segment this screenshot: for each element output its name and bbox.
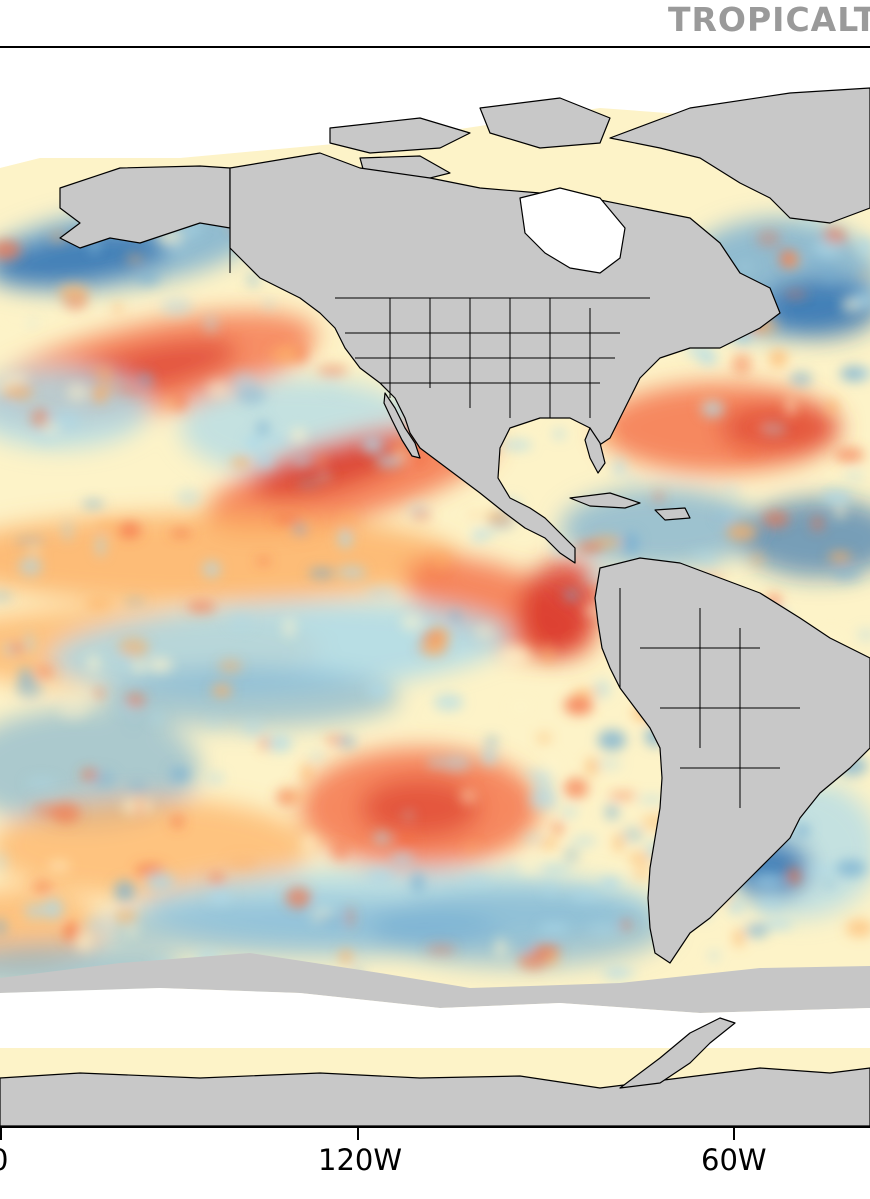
map-frame-bottom [0, 1126, 870, 1128]
x-tick-120w [357, 1128, 359, 1140]
south-america [594, 557, 870, 964]
antarctic-peninsula [619, 1017, 736, 1089]
x-tick-label-60w: 60W [701, 1143, 767, 1177]
hispaniola [654, 507, 691, 521]
x-tick-label-0: 0 [0, 1143, 8, 1177]
sst-anomaly-map [0, 48, 870, 1126]
arctic-white [0, 48, 870, 168]
map-title: TROPICALT [668, 0, 870, 39]
x-tick-0 [0, 1128, 2, 1140]
antarctic-grey-band [0, 953, 870, 1013]
x-tick-60w [733, 1128, 735, 1140]
arctic-island-2 [479, 97, 611, 149]
cuba [569, 492, 641, 509]
alaska [59, 165, 231, 249]
hudson-bay [519, 187, 626, 274]
arctic-island-1 [329, 117, 471, 154]
political-borders [229, 168, 800, 808]
map-frame-top [0, 46, 870, 48]
florida [584, 427, 606, 474]
greenland [609, 87, 870, 224]
antarctic-ice [0, 988, 870, 1048]
baja-california [383, 392, 421, 459]
x-tick-label-120w: 120W [318, 1143, 403, 1177]
